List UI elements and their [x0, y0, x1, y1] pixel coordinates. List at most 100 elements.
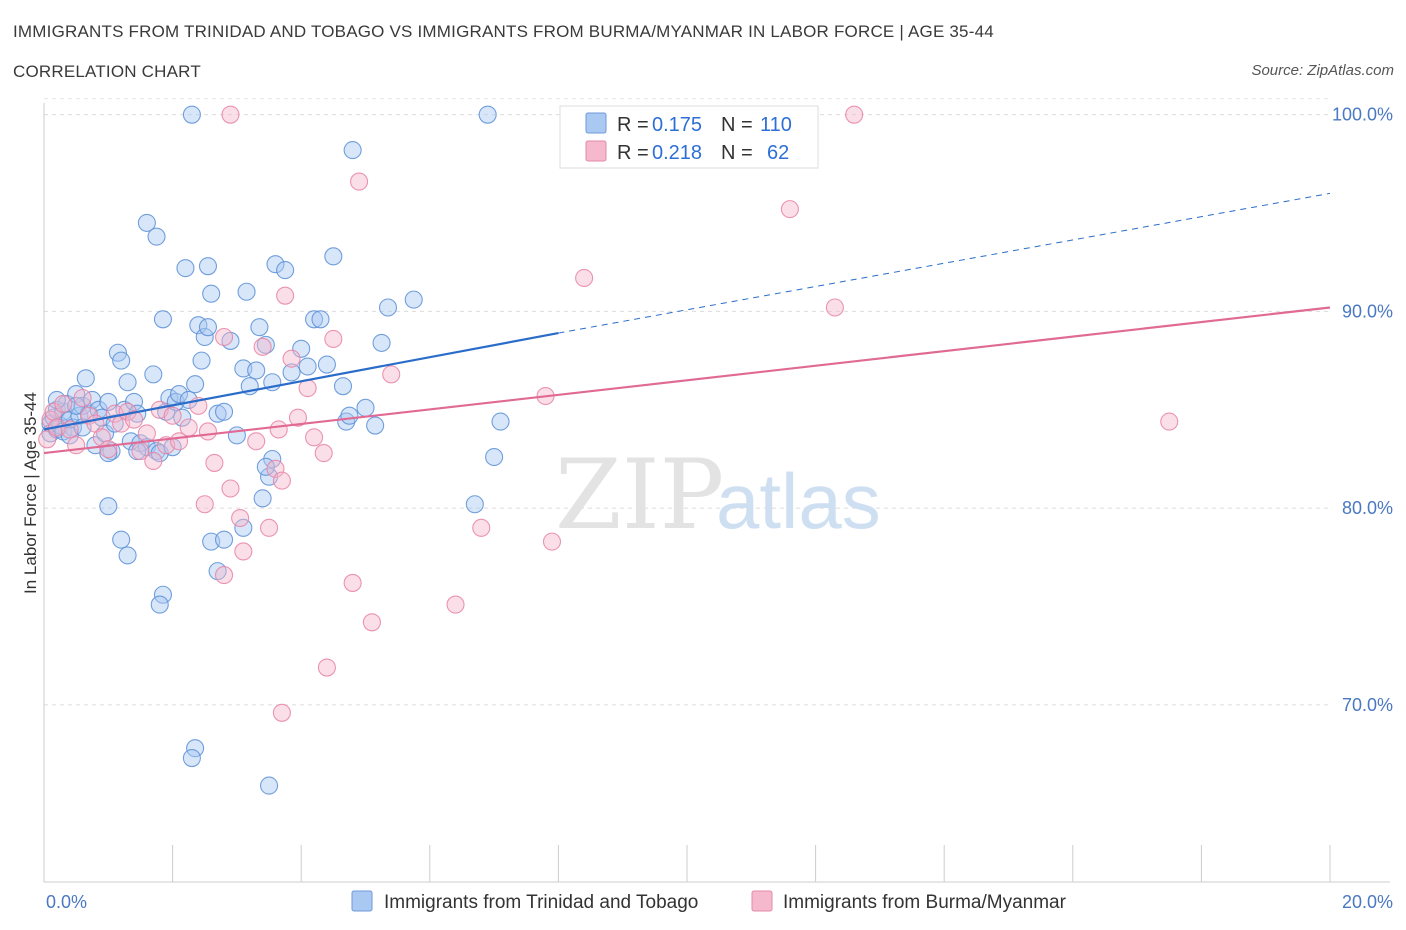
scatter-point	[250, 318, 269, 337]
scatter-point	[305, 310, 324, 329]
series-legend-swatch-trinidad	[351, 890, 373, 912]
scatter-point	[105, 414, 124, 433]
legend-r-value: 0.175	[652, 114, 702, 136]
scatter-point	[282, 349, 301, 368]
scatter-point	[378, 298, 398, 317]
scatter-point	[153, 585, 173, 604]
scatter-point	[446, 595, 465, 614]
scatter-point	[1160, 412, 1179, 431]
scatter-point	[350, 172, 369, 191]
scatter-point	[182, 105, 201, 124]
series-legend-label-burma: Immigrants from Burma/Myanmar	[783, 892, 1067, 913]
scatter-point	[214, 327, 234, 347]
trend-line-trinidad	[43, 331, 559, 431]
scatter-point	[340, 406, 359, 425]
scatter-point	[317, 355, 336, 374]
scatter-point	[99, 497, 118, 516]
scatter-point	[237, 282, 256, 301]
scatter-point	[362, 613, 381, 632]
scatter-point	[195, 495, 214, 514]
series-legend-label-trinidad: Immigrants from Trinidad and Tobago	[384, 892, 698, 913]
chart-subtitle: CORRELATION CHART	[13, 62, 201, 81]
scatter-point	[186, 375, 205, 394]
scatter-point	[276, 286, 295, 305]
trend-lines	[43, 192, 1331, 455]
scatter-point	[272, 703, 291, 722]
scatter-point	[343, 141, 362, 160]
scatter-point	[780, 200, 799, 219]
legend-r-label: R =	[617, 114, 649, 136]
scatter-point	[54, 394, 73, 413]
y-tick-label: 70.0%	[1342, 695, 1393, 715]
x-tick-label: 0.0%	[46, 892, 87, 912]
scatter-point	[366, 416, 385, 435]
legend-n-value: 62	[767, 142, 789, 164]
scatter-point	[38, 430, 57, 449]
scatter-point	[221, 105, 240, 124]
scatter-point	[198, 318, 218, 337]
scatter-point	[137, 424, 156, 443]
scatter-point	[205, 453, 224, 472]
axes	[43, 103, 1390, 883]
scatter-point	[465, 495, 484, 514]
scatter-point	[324, 329, 343, 349]
y-tick-labels: 70.0% 80.0% 90.0% 100.0%	[1332, 105, 1393, 715]
scatter-point	[266, 255, 285, 274]
scatter-point	[256, 335, 275, 354]
scatter-point	[147, 227, 166, 246]
scatter-point	[198, 257, 218, 276]
scatter-point	[276, 261, 295, 280]
y-axis-label: In Labor Force | Age 35-44	[21, 392, 40, 594]
x-tick-label: 20.0%	[1342, 892, 1393, 912]
scatter-point	[314, 444, 333, 463]
scatter-point	[214, 402, 234, 421]
scatter-point	[253, 337, 272, 356]
scatter-point	[195, 327, 214, 347]
scatter-point	[575, 268, 594, 288]
scatter-point	[272, 471, 291, 490]
scatter-point	[198, 422, 218, 441]
legend-r-value: 0.218	[652, 142, 702, 164]
scatter-point	[234, 518, 253, 537]
series-legend-swatch-burma	[751, 890, 773, 912]
legend-r-label: R =	[617, 142, 649, 164]
scatter-point	[99, 444, 118, 463]
scatter-point	[202, 284, 221, 303]
scatter-point	[176, 259, 195, 278]
legend-n-label: N =	[721, 142, 753, 164]
scatter-point	[227, 426, 246, 445]
scatter-point	[253, 489, 272, 508]
scatter-point	[343, 573, 362, 592]
scatter-point	[356, 398, 375, 417]
scatter-point	[169, 385, 189, 404]
x-tick-labels: 0.0% 20.0%	[46, 892, 1393, 912]
scatter-point	[845, 105, 864, 124]
scatter-point	[179, 418, 198, 437]
chart-title: IMMIGRANTS FROM TRINIDAD AND TOBAGO VS I…	[13, 22, 994, 41]
y-tick-label: 100.0%	[1332, 105, 1393, 125]
trend-line-trinidad-extension	[558, 192, 1331, 334]
trend-line-burma	[43, 306, 1331, 455]
legend-swatch-trinidad	[585, 112, 607, 134]
scatter-point	[266, 459, 285, 478]
scatter-point	[231, 508, 250, 528]
scatter-point	[112, 351, 131, 370]
legend-n-value: 110	[760, 114, 792, 136]
scatter-point	[485, 447, 504, 467]
scatter-point	[137, 213, 156, 232]
watermark: ZIP atlas	[555, 439, 881, 551]
scatter-point	[491, 412, 510, 431]
scatter-point	[124, 410, 144, 429]
scatter-point	[288, 408, 308, 427]
scatter-point	[124, 392, 144, 411]
scatter-point	[825, 298, 844, 317]
scatter-point	[247, 361, 266, 380]
scatter-point	[234, 542, 253, 561]
scatter-point	[269, 420, 288, 439]
y-tick-label: 90.0%	[1342, 301, 1393, 321]
scatter-point	[542, 532, 562, 551]
scatter-point	[99, 392, 118, 411]
scatter-point	[472, 518, 491, 537]
correlation-legend: R = 0.175 N = 110 R = 0.218 N = 62	[559, 105, 819, 169]
